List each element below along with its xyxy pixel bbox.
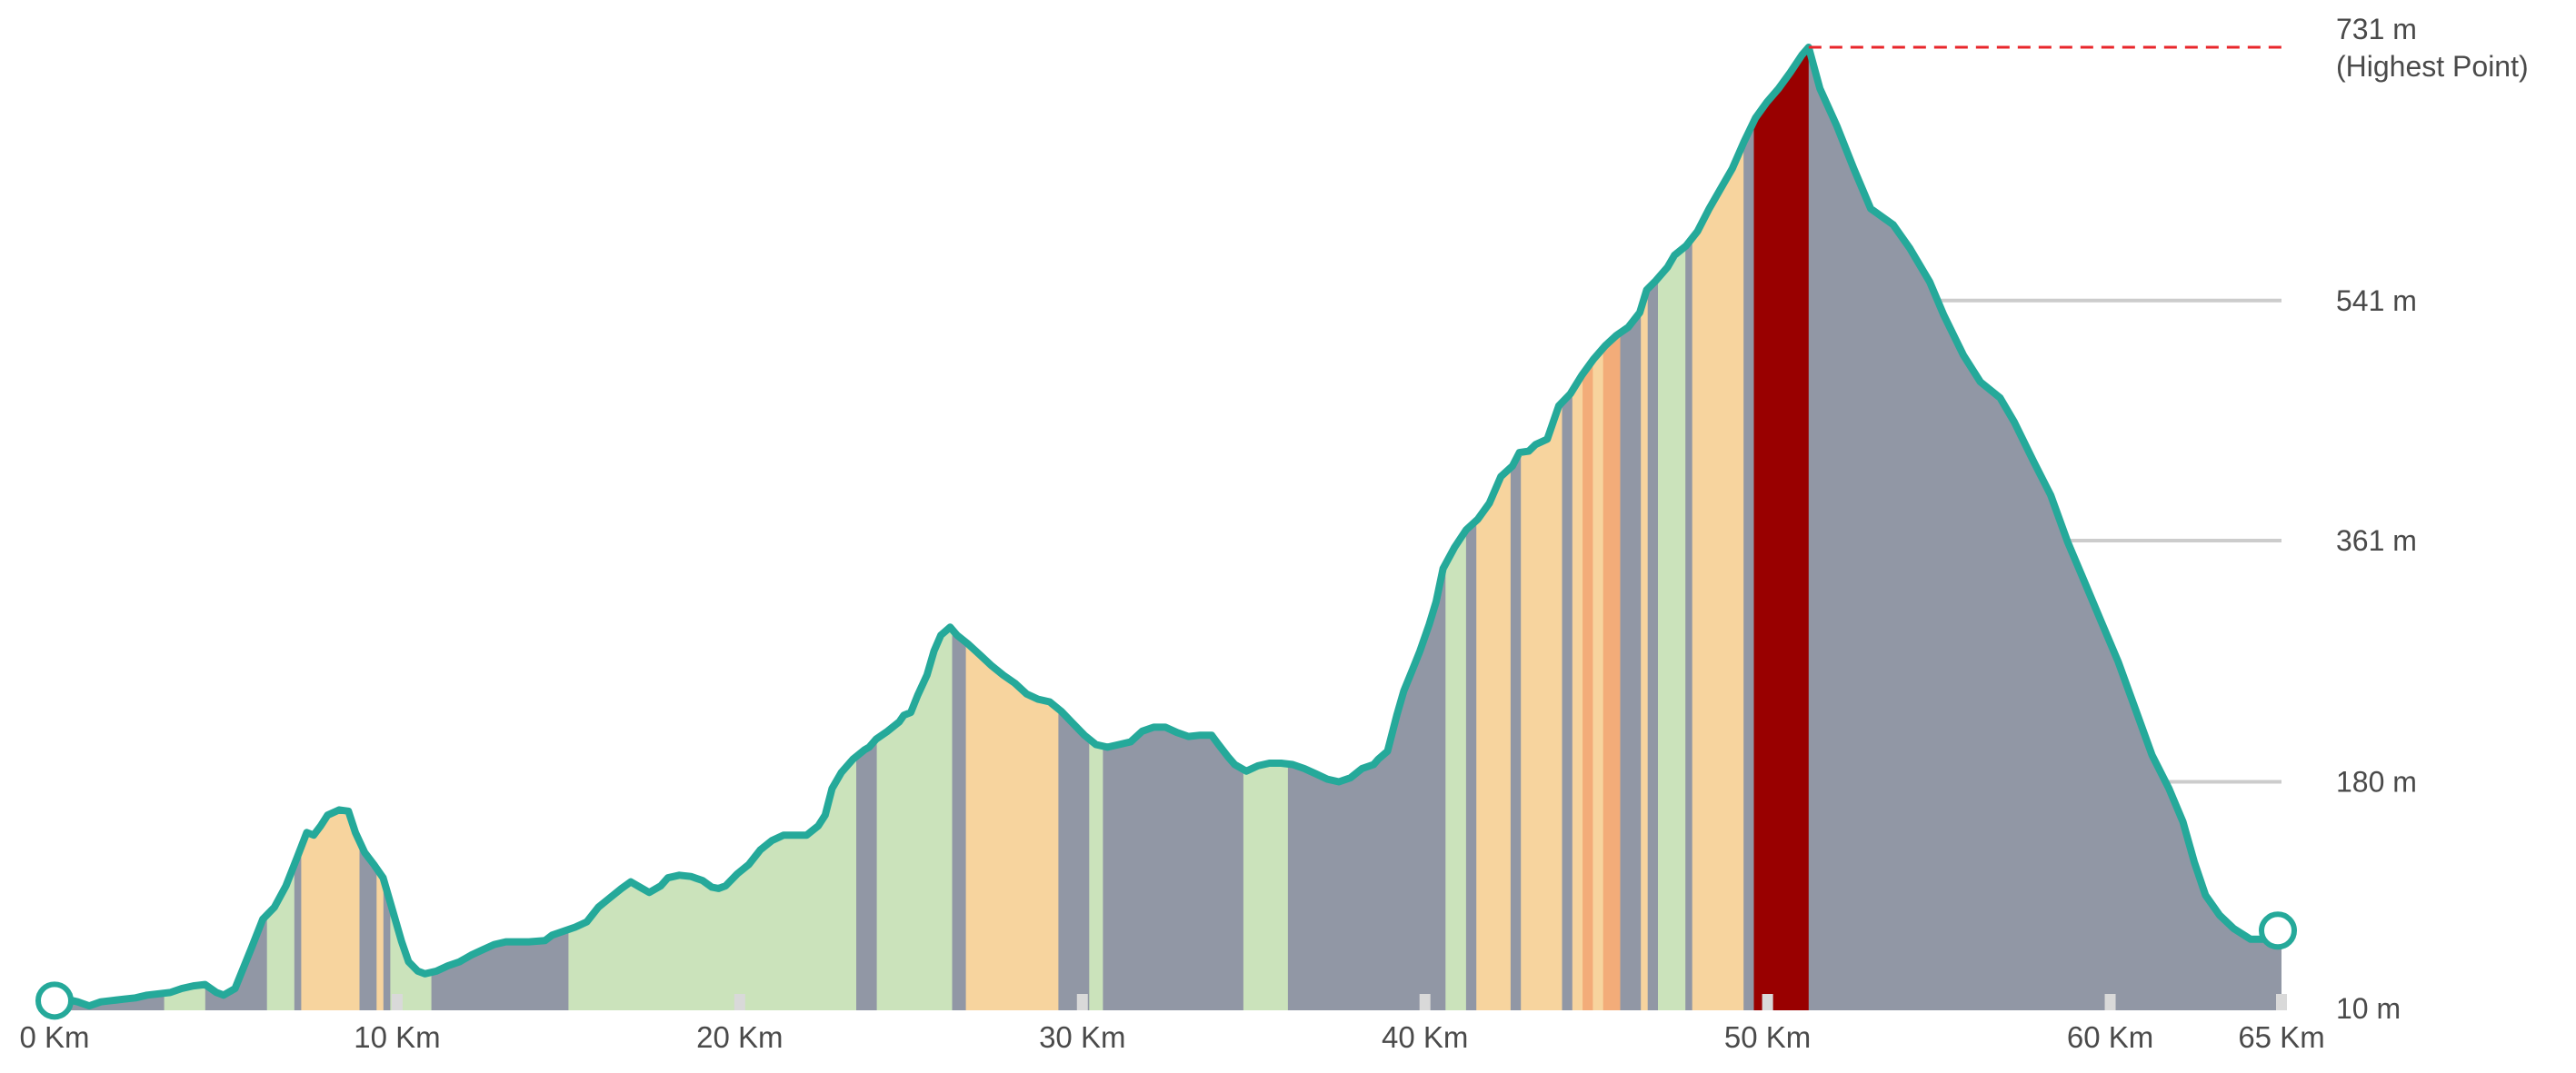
segment-gentle [1672,47,1686,1010]
gradient-segments [55,47,2281,1010]
x-tick-label: 50 Km [1724,1020,1811,1054]
segment-steep [1583,47,1593,1010]
y-tick-label: 361 m [2336,524,2417,557]
segment-moderate [1521,47,1533,1010]
segment-descent [1562,47,1573,1010]
y-axis-labels: 10 m 180 m 361 m 541 m [2336,284,2417,1025]
x-tick-mark [1419,994,1431,1010]
segment-descent [1685,47,1693,1010]
highest-point-sublabel: (Highest Point) [2336,50,2529,83]
x-tick-label: 65 Km [2238,1020,2324,1054]
segment-descent [1465,47,1477,1010]
segment-descent [1510,47,1522,1010]
segment-gentle [568,47,857,1010]
y-tick-label: 541 m [2336,284,2417,317]
segment-moderate [1593,47,1604,1010]
x-tick-label: 60 Km [2067,1020,2153,1054]
segment-steep [1603,47,1622,1010]
x-tick-marks [49,994,2287,1010]
segment-gentle [390,47,433,1010]
x-tick-mark [1762,994,1773,1010]
segment-very_steep [1753,47,1810,1010]
segment-moderate [1641,47,1649,1010]
segment-gentle [1445,47,1467,1010]
segment-moderate [965,47,1059,1010]
segment-descent [1103,47,1244,1010]
x-tick-mark [1076,994,1088,1010]
segment-gentle [1658,47,1672,1010]
segment-gentle [266,47,295,1010]
segment-descent [205,47,268,1010]
x-tick-mark [391,994,403,1010]
segment-descent [1287,47,1446,1010]
segment-moderate [1476,47,1512,1010]
segment-descent [952,47,967,1010]
x-tick-label: 0 Km [19,1020,89,1054]
x-tick-label: 20 Km [696,1020,783,1054]
segment-moderate [1531,47,1563,1010]
x-tick-mark [2104,994,2116,1010]
segment-moderate [376,47,384,1010]
x-tick-label: 10 Km [354,1020,440,1054]
segment-descent [1620,47,1642,1010]
segment-descent [1647,47,1659,1010]
start-marker [35,981,74,1020]
x-axis-labels: 0 Km 10 Km 20 Km 30 Km 40 Km 50 Km 60 Km 65 Km [19,1020,2324,1054]
elevation-line [51,44,2285,1010]
segment-gentle [1243,47,1289,1010]
y-tick-label: 180 m [2336,766,2417,799]
segment-descent [383,47,391,1010]
segment-gentle [876,47,954,1010]
highest-point-label: 731 m [2336,13,2417,45]
x-tick-label: 40 Km [1382,1020,1468,1054]
y-tick-label: 10 m [2336,992,2401,1025]
x-tick-mark [734,994,745,1010]
segment-moderate [301,47,361,1010]
segment-moderate [1572,47,1583,1010]
segment-gentle [1089,47,1103,1010]
segment-descent [856,47,878,1010]
x-tick-label: 30 Km [1039,1020,1125,1054]
x-tick-mark [2276,994,2287,1010]
segment-descent [431,47,569,1010]
segment-descent [1808,47,2281,1010]
segment-descent [1743,47,1755,1010]
segment-descent [1058,47,1090,1010]
end-marker [2259,911,2297,950]
segment-gentle [164,47,206,1010]
segment-descent [55,47,165,1010]
